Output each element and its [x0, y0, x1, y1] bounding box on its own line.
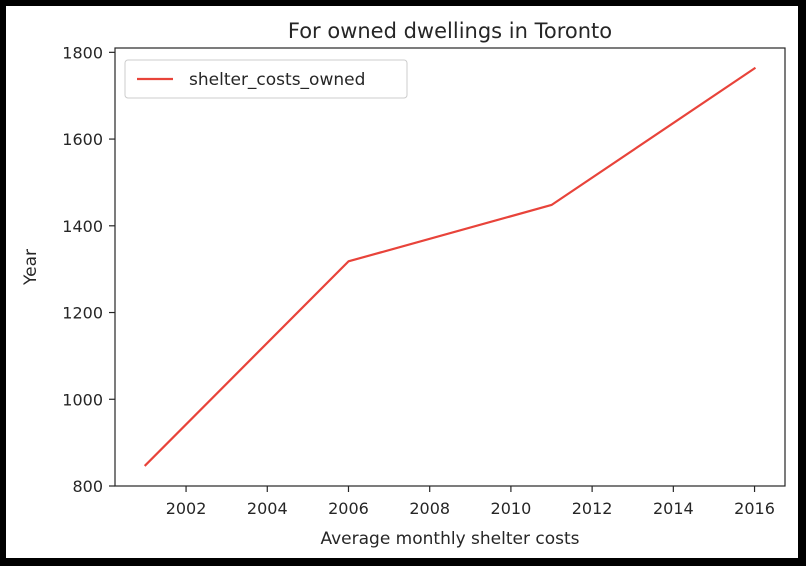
- x-tick-label: 2012: [572, 499, 613, 518]
- y-tick-label: 1200: [62, 304, 103, 323]
- x-tick-label: 2014: [653, 499, 694, 518]
- legend-entry-label: shelter_costs_owned: [189, 70, 365, 90]
- axes-frame: [114, 47, 786, 487]
- x-tick-label: 2008: [409, 499, 450, 518]
- plot-area: 2002 2004 2006 2008 2010 2012 2014 2016 800 1000 1…: [62, 43, 786, 518]
- y-tick-label: 800: [72, 477, 103, 496]
- x-tick-label: 2016: [734, 499, 775, 518]
- x-tick-label: 2004: [247, 499, 288, 518]
- y-axis-label: Year: [21, 249, 41, 286]
- y-tick-label: 1000: [62, 390, 103, 409]
- legend-box: [124, 59, 408, 99]
- x-tick-label: 2002: [166, 499, 207, 518]
- x-tick-label: 2006: [328, 499, 369, 518]
- x-axis-label: Average monthly shelter costs: [320, 529, 579, 549]
- x-tick-label: 2010: [491, 499, 532, 518]
- y-tick-label: 1600: [62, 130, 103, 149]
- y-tick-label: 1400: [62, 217, 103, 236]
- chart-title: For owned dwellings in Toronto: [288, 19, 612, 43]
- series-line-shelter_costs_owned: [143, 66, 757, 467]
- y-tick-label: 1800: [62, 43, 103, 62]
